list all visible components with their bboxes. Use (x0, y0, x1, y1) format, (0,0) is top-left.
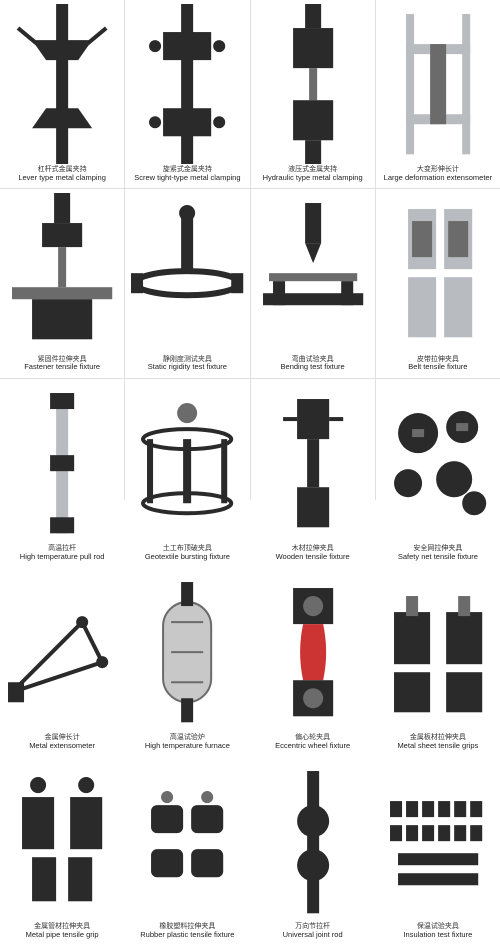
cell-hydraulic-clamp: 液压式金属夹持 Hydraulic type metal clamping (251, 0, 375, 188)
cell-safety-net: 安全网拉伸夹具 Safety net tensile fixture (376, 379, 500, 567)
cell-fastener: 紧固件拉伸夹具 Fastener tensile fixture (0, 189, 124, 377)
label-en-8: High temperature pull rod (20, 553, 105, 561)
img-universal-rod (253, 761, 373, 921)
cell-geotextile: 土工布顶破夹具 Geotextile bursting fixture (125, 379, 249, 567)
label-cn-19: 保温试验夹具 (417, 923, 459, 931)
label-cn-10: 木材拉伸夹具 (292, 545, 334, 553)
label-cn-18: 万向节拉杆 (295, 923, 330, 931)
label-cn-8: 高温拉杆 (48, 545, 76, 553)
label-en-3: Large deformation extensometer (384, 174, 492, 182)
cell-pull-rod: 高温拉杆 High temperature pull rod (0, 379, 124, 567)
label-cn-13: 高温试验炉 (170, 734, 205, 742)
img-hydraulic-clamp (253, 4, 373, 164)
img-metal-ext (2, 572, 122, 732)
img-sheet-grips (378, 572, 498, 732)
cell-furnace: 高温试验炉 High temperature furnace (125, 568, 249, 756)
cell-large-ext: 大变形伸长计 Large deformation extensometer (376, 0, 500, 188)
label-cn-16: 金属管材拉伸夹具 (34, 923, 90, 931)
label-en-9: Geotextile bursting fixture (145, 553, 230, 561)
label-cn-9: 土工布顶破夹具 (163, 545, 212, 553)
cell-universal-rod: 万向节拉杆 Universal joint rod (251, 757, 375, 945)
label-en-16: Metal pipe tensile grip (26, 931, 99, 939)
img-geotextile (127, 383, 247, 543)
label-cn-15: 金属板材拉伸夹具 (410, 734, 466, 742)
img-pipe-grip (2, 761, 122, 921)
img-screw-clamp (127, 4, 247, 164)
label-en-7: Belt tensile fixture (408, 363, 467, 371)
label-en-17: Rubber plastic tensile fixture (140, 931, 234, 939)
cell-belt: 皮带拉伸夹具 Belt tensile fixture (376, 189, 500, 377)
img-wooden (253, 383, 373, 543)
label-en-11: Safety net tensile fixture (398, 553, 478, 561)
img-safety-net (378, 383, 498, 543)
img-eccentric (253, 572, 373, 732)
label-en-14: Eccentric wheel fixture (275, 742, 350, 750)
img-insulation (378, 761, 498, 921)
img-belt (378, 193, 498, 353)
cell-static-rigidity: 静刚度测试夹具 Static rigidity test fixture (125, 189, 249, 377)
img-static-rigidity (127, 193, 247, 353)
cell-pipe-grip: 金属管材拉伸夹具 Metal pipe tensile grip (0, 757, 124, 945)
label-en-1: Screw tight-type metal clamping (134, 174, 240, 182)
cell-wooden: 木材拉伸夹具 Wooden tensile fixture (251, 379, 375, 567)
img-fastener (2, 193, 122, 353)
label-en-15: Metal sheet tensile grips (397, 742, 478, 750)
cell-metal-ext: 金属伸长计 Metal extensometer (0, 568, 124, 756)
label-en-12: Metal extensometer (29, 742, 95, 750)
img-bending (253, 193, 373, 353)
label-en-10: Wooden tensile fixture (276, 553, 350, 561)
label-cn-11: 安全网拉伸夹具 (413, 545, 462, 553)
cell-insulation: 保温试验夹具 Insulation test fixture (376, 757, 500, 945)
cell-screw-clamp: 旋紧式金属夹持 Screw tight-type metal clamping (125, 0, 249, 188)
label-en-4: Fastener tensile fixture (24, 363, 100, 371)
label-en-5: Static rigidity test fixture (148, 363, 227, 371)
cell-sheet-grips: 金属板材拉伸夹具 Metal sheet tensile grips (376, 568, 500, 756)
fixture-catalog-grid: 杠杆式金属夹持 Lever type metal clamping 旋紧式金属夹… (0, 0, 500, 500)
cell-eccentric: 偏心轮夹具 Eccentric wheel fixture (251, 568, 375, 756)
label-cn-14: 偏心轮夹具 (295, 734, 330, 742)
label-cn-12: 金属伸长计 (45, 734, 80, 742)
label-en-2: Hydraulic type metal clamping (263, 174, 363, 182)
label-en-18: Universal joint rod (283, 931, 343, 939)
label-en-0: Lever type metal clamping (18, 174, 106, 182)
img-rubber (127, 761, 247, 921)
img-pull-rod (2, 383, 122, 543)
img-furnace (127, 572, 247, 732)
cell-rubber: 橡胶塑料拉伸夹具 Rubber plastic tensile fixture (125, 757, 249, 945)
cell-lever-clamp: 杠杆式金属夹持 Lever type metal clamping (0, 0, 124, 188)
label-en-6: Bending test fixture (281, 363, 345, 371)
img-large-ext (378, 4, 498, 164)
cell-bending: 弯曲试验夹具 Bending test fixture (251, 189, 375, 377)
label-en-13: High temperature furnace (145, 742, 230, 750)
label-en-19: Insulation test fixture (403, 931, 472, 939)
label-cn-17: 橡胶塑料拉伸夹具 (159, 923, 215, 931)
img-lever-clamp (2, 4, 122, 164)
